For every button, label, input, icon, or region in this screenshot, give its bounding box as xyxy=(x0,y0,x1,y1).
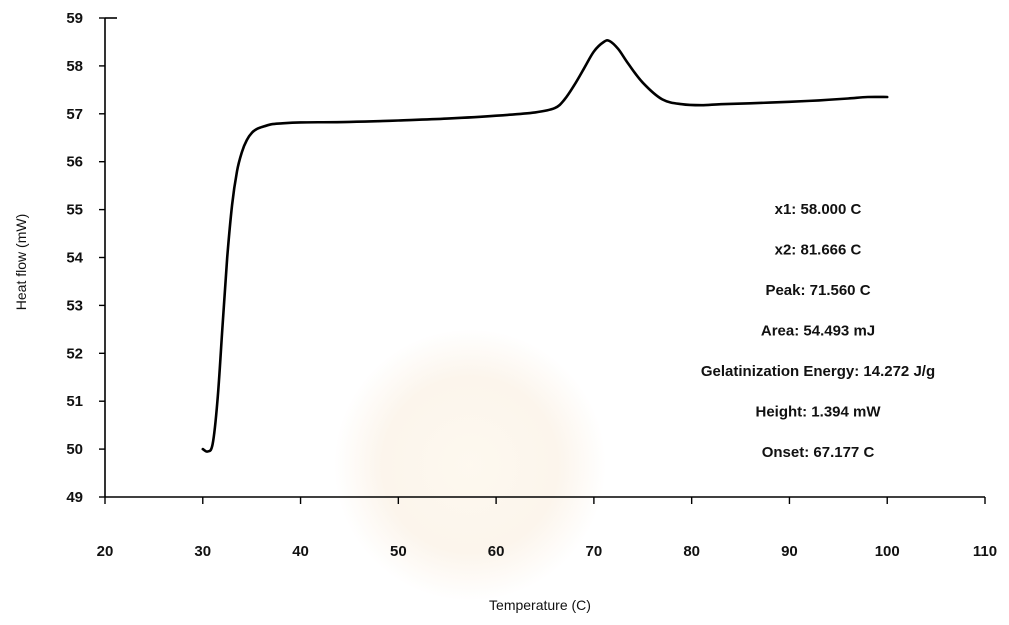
x-tick-label: 20 xyxy=(97,543,114,560)
annotation-text: x1: 58.000 C xyxy=(775,201,862,218)
annotation-text: Area: 54.493 mJ xyxy=(761,323,875,340)
x-tick-label: 110 xyxy=(973,543,997,560)
y-tick-label: 49 xyxy=(66,489,83,506)
x-axis-title: Temperature (C) xyxy=(489,597,591,613)
annotation-text: Onset: 67.177 C xyxy=(762,444,875,461)
x-tick-label: 50 xyxy=(390,543,407,560)
y-axis-title: Heat flow (mW) xyxy=(13,214,29,310)
y-tick-label: 51 xyxy=(66,393,83,410)
y-tick-label: 54 xyxy=(66,250,83,267)
x-tick-label: 90 xyxy=(781,543,798,560)
annotation-text: x2: 81.666 C xyxy=(775,242,862,259)
y-tick-label: 52 xyxy=(66,345,83,362)
x-tick-label: 100 xyxy=(875,543,900,560)
heat-flow-curve xyxy=(201,39,889,453)
annotation-text: Peak: 71.560 C xyxy=(765,282,870,299)
y-tick-label: 53 xyxy=(66,297,83,314)
x-tick-label: 30 xyxy=(194,543,211,560)
chart-annotations: x1: 58.000 C x2: 81.666 C Peak: 71.560 C Ar… xyxy=(701,201,935,461)
y-tick-label: 58 xyxy=(66,58,83,75)
y-tick-label: 55 xyxy=(66,202,83,219)
chart-ticks: 49 50 51 52 53 54 55 56 57 58 59 20 30 40 50 60 70 80 90 10… xyxy=(66,10,997,560)
y-tick-label: 56 xyxy=(66,154,83,171)
y-tick-label: 50 xyxy=(66,441,83,458)
chart-series xyxy=(201,39,889,453)
x-tick-label: 70 xyxy=(586,543,603,560)
x-tick-label: 60 xyxy=(488,543,505,560)
x-tick-label: 40 xyxy=(292,543,309,560)
x-tick-label: 80 xyxy=(683,543,700,560)
annotation-text: Gelatinization Energy: 14.272 J/g xyxy=(701,363,935,380)
background-watermark-seal xyxy=(330,330,610,600)
y-tick-label: 57 xyxy=(66,106,83,123)
y-tick-label: 59 xyxy=(66,10,83,27)
annotation-text: Height: 1.394 mW xyxy=(755,404,881,421)
